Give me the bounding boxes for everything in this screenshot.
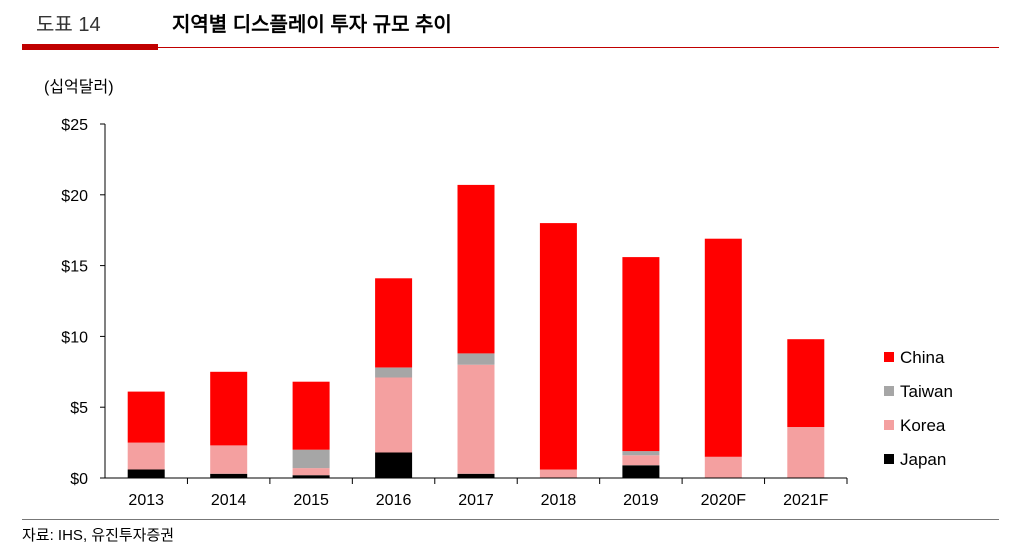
bar-china-2018 xyxy=(539,223,577,470)
bar-taiwan-2015 xyxy=(292,449,330,469)
legend-swatch-china xyxy=(884,352,894,362)
header-rule xyxy=(22,47,999,48)
legend-label-taiwan: Taiwan xyxy=(900,382,953,401)
y-tick-label: $25 xyxy=(61,117,88,134)
bar-china-2013 xyxy=(127,391,165,443)
y-tick-label: $5 xyxy=(70,400,88,417)
bar-japan-2019 xyxy=(622,465,660,478)
y-tick-label: $15 xyxy=(61,259,88,276)
axes-group: 2013 2014 2015 2016 2017 2018 2019 2020F 2021F $0… xyxy=(61,117,848,509)
bar-japan-2016 xyxy=(375,452,413,478)
header: 도표 14 지역별 디스플레이 투자 규모 추이 xyxy=(22,0,999,52)
bar-china-2014 xyxy=(210,371,248,446)
legend-label-japan: Japan xyxy=(900,450,946,469)
unit-label: (십억달러) xyxy=(44,79,114,96)
source-note: 자료: IHS, 유진투자증권 xyxy=(22,527,175,544)
chart-title: 지역별 디스플레이 투자 규모 추이 xyxy=(172,14,452,36)
x-tick-label: 2015 xyxy=(293,492,329,509)
bar-korea-2021f xyxy=(787,427,825,478)
x-tick-label: 2013 xyxy=(128,492,164,509)
bar-korea-2013 xyxy=(127,442,165,470)
legend-label-china: China xyxy=(900,348,945,367)
x-tick-label: 2019 xyxy=(623,492,659,509)
legend-swatch-taiwan xyxy=(884,386,894,396)
x-tick-label: 2014 xyxy=(211,492,247,509)
legend: China Taiwan Korea Japan xyxy=(884,348,953,469)
x-tick-label: 2020F xyxy=(701,492,747,509)
bar-japan-2013 xyxy=(127,469,165,478)
figure-number: 도표 14 xyxy=(36,14,101,36)
bar-korea-2014 xyxy=(210,445,248,474)
bar-china-2020f xyxy=(704,238,742,457)
bar-china-2015 xyxy=(292,381,330,450)
bar-japan-2015 xyxy=(292,475,330,478)
bar-korea-2020f xyxy=(704,456,742,478)
bar-china-2021f xyxy=(787,339,825,427)
bar-japan-2017 xyxy=(457,473,495,478)
bar-korea-2017 xyxy=(457,364,495,474)
bar-korea-2018 xyxy=(539,469,577,478)
bar-china-2016 xyxy=(375,278,413,368)
legend-swatch-japan xyxy=(884,454,894,464)
bar-korea-2019 xyxy=(622,455,660,466)
x-tick-label: 2021F xyxy=(783,492,829,509)
bar-japan-2014 xyxy=(210,473,248,478)
bar-taiwan-2019 xyxy=(622,451,660,456)
source-rule xyxy=(22,519,999,520)
legend-label-korea: Korea xyxy=(900,416,946,435)
x-tick-label: 2017 xyxy=(458,492,494,509)
y-tick-label: $10 xyxy=(61,329,88,346)
x-tick-label: 2016 xyxy=(376,492,412,509)
y-tick-label: $20 xyxy=(61,188,88,205)
x-tick-label: 2018 xyxy=(541,492,577,509)
bar-china-2017 xyxy=(457,184,495,354)
bar-taiwan-2016 xyxy=(375,367,413,378)
bar-korea-2016 xyxy=(375,377,413,453)
y-tick-label: $0 xyxy=(70,471,88,488)
bar-china-2019 xyxy=(622,257,660,452)
header-accent-bar xyxy=(22,44,158,50)
bars-group xyxy=(127,184,825,478)
bar-taiwan-2017 xyxy=(457,353,495,365)
legend-swatch-korea xyxy=(884,420,894,430)
bar-korea-2015 xyxy=(292,468,330,476)
